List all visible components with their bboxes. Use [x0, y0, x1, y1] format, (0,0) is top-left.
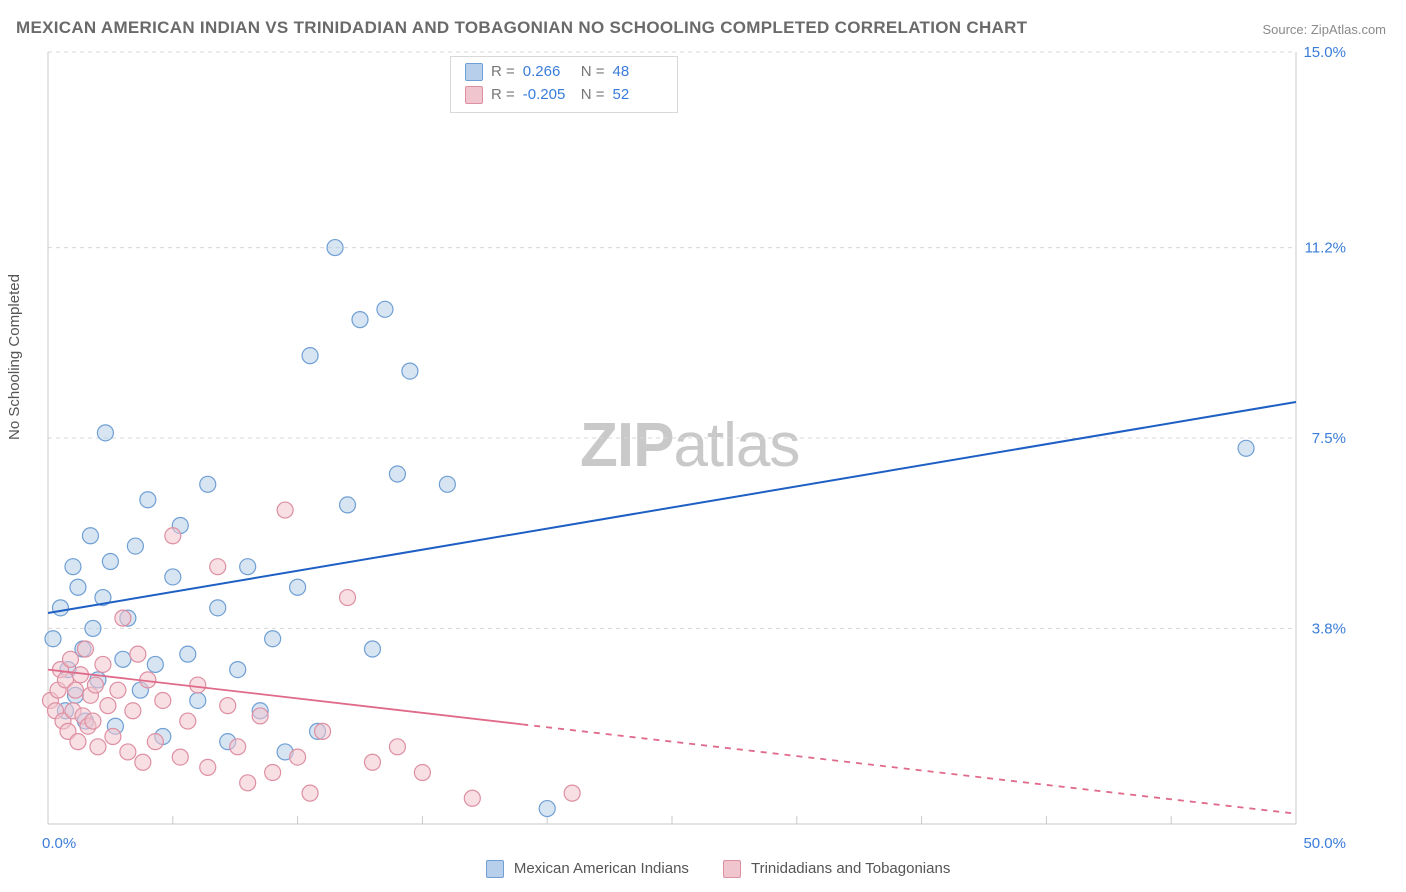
- correlation-legend: R = 0.266 N = 48 R = -0.205 N = 52: [450, 56, 678, 113]
- n-label: N =: [581, 61, 605, 84]
- svg-text:11.2%: 11.2%: [1305, 240, 1346, 257]
- legend-swatch-icon: [486, 860, 504, 878]
- svg-text:50.0%: 50.0%: [1303, 835, 1346, 852]
- scatter-chart: 3.8% 7.5% 11.2% 15.0% 0.0% 50.0%: [0, 0, 1406, 892]
- n-value: 52: [613, 84, 663, 107]
- svg-text:7.5%: 7.5%: [1312, 430, 1346, 447]
- legend-swatch-icon: [465, 86, 483, 104]
- legend-label: Trinidadians and Tobagonians: [751, 860, 950, 877]
- svg-text:0.0%: 0.0%: [42, 835, 76, 852]
- r-label: R =: [491, 61, 515, 84]
- svg-text:3.8%: 3.8%: [1312, 620, 1346, 637]
- svg-text:15.0%: 15.0%: [1303, 44, 1346, 61]
- n-label: N =: [581, 84, 605, 107]
- legend-row: R = -0.205 N = 52: [465, 84, 663, 107]
- r-value: -0.205: [523, 84, 573, 107]
- series-legend: Mexican American Indians Trinidadians an…: [0, 860, 1406, 878]
- r-label: R =: [491, 84, 515, 107]
- legend-swatch-icon: [723, 860, 741, 878]
- legend-label: Mexican American Indians: [514, 860, 689, 877]
- legend-swatch-icon: [465, 63, 483, 81]
- legend-row: R = 0.266 N = 48: [465, 61, 663, 84]
- r-value: 0.266: [523, 61, 573, 84]
- n-value: 48: [613, 61, 663, 84]
